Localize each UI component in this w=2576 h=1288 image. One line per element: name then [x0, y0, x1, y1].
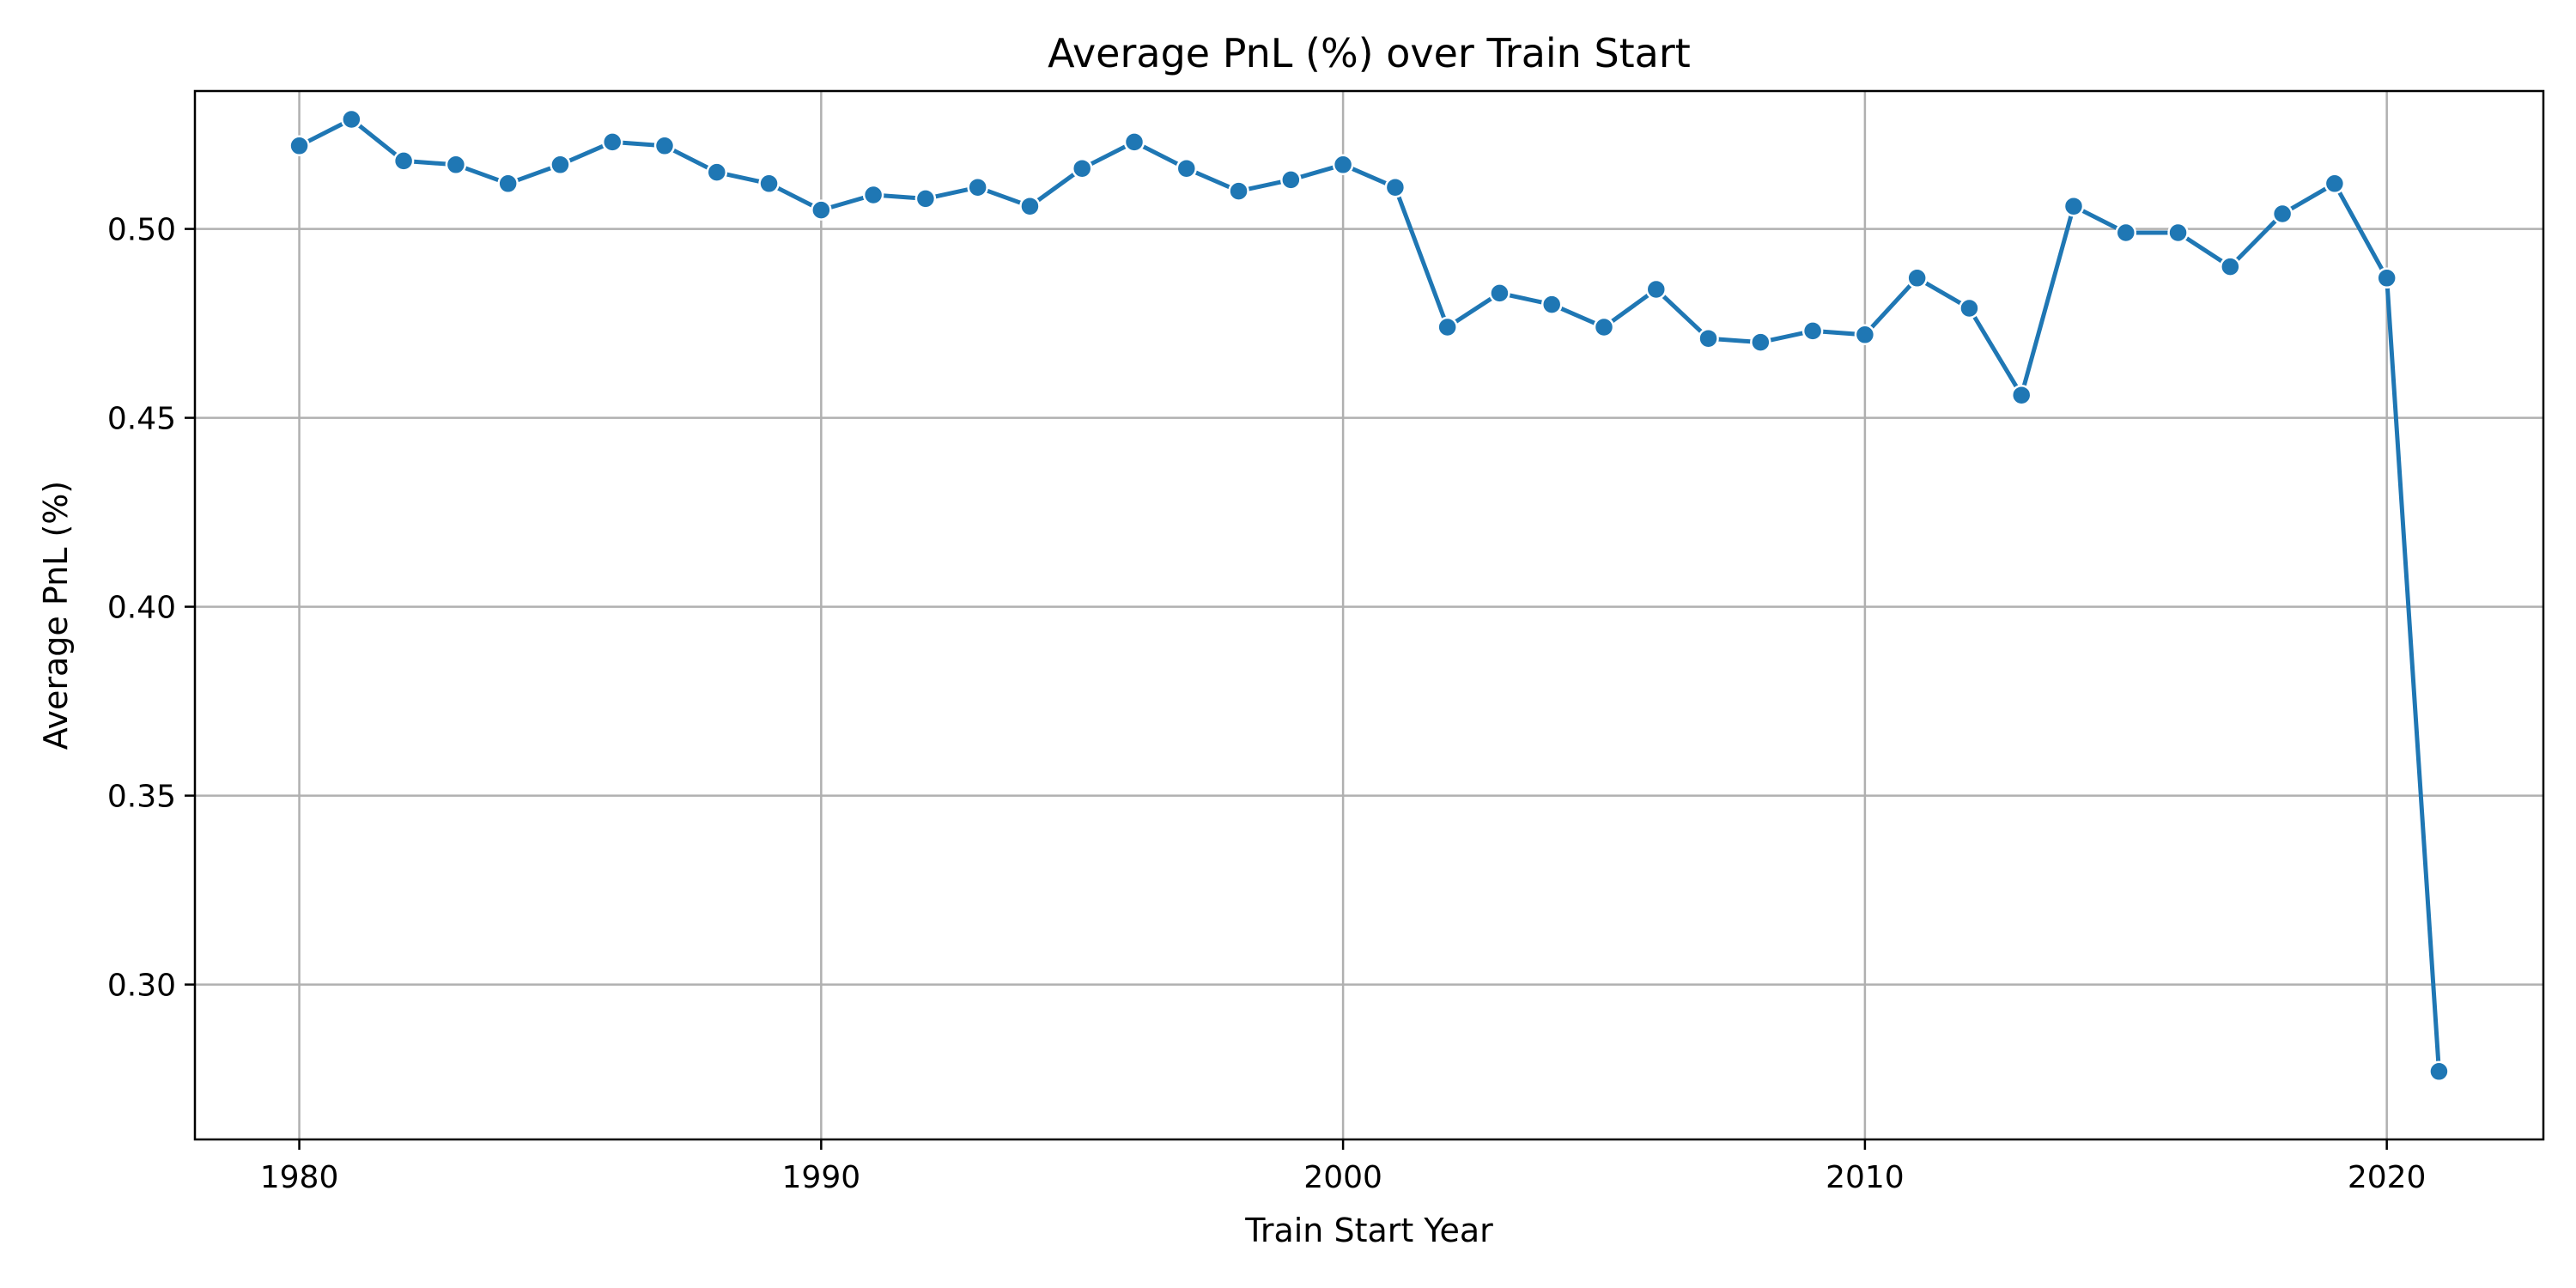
x-tick-label: 1980	[260, 1160, 339, 1195]
x-tick-label: 2010	[1826, 1160, 1905, 1195]
data-point	[811, 199, 832, 221]
x-axis-title: Train Start Year	[1244, 1212, 1493, 1249]
data-point	[1176, 157, 1198, 179]
data-point	[914, 188, 937, 210]
data-point	[1801, 320, 1824, 342]
chart-title: Average PnL (%) over Train Start	[1048, 30, 1691, 76]
data-point	[289, 135, 310, 157]
data-point	[2428, 1060, 2450, 1083]
x-tick-label: 1990	[782, 1160, 861, 1195]
data-point	[1123, 131, 1145, 153]
data-point	[1540, 294, 1563, 315]
data-point	[653, 135, 676, 157]
data-point	[392, 150, 415, 172]
data-point	[2271, 203, 2293, 225]
data-point	[1071, 157, 1093, 179]
y-axis-title: Average PnL (%)	[37, 481, 75, 750]
tick-layer: 1980 1990 2000 2010 2020 0.30 0.35 0.40 0.45 0.50	[107, 213, 2427, 1195]
y-tick-label: 0.30	[107, 969, 176, 1004]
data-point	[1228, 180, 1249, 202]
data-point	[1645, 278, 1668, 301]
y-tick-label: 0.45	[107, 402, 176, 437]
data-point	[1384, 176, 1406, 198]
y-tick-label: 0.35	[107, 780, 176, 815]
data-point	[550, 154, 571, 176]
data-point	[2063, 195, 2085, 217]
data-point	[862, 184, 884, 206]
data-point	[2324, 173, 2346, 195]
data-point	[758, 173, 780, 195]
data-point	[2376, 267, 2397, 289]
data-point	[1019, 195, 1041, 217]
data-point	[1698, 327, 1719, 349]
data-point	[1959, 297, 1980, 319]
data-point	[2010, 384, 2032, 406]
data-point	[1750, 331, 1771, 353]
data-point	[967, 176, 988, 198]
data-point	[1489, 283, 1510, 304]
data-point	[1854, 324, 1876, 346]
grid-layer	[195, 91, 2543, 1139]
data-point	[1280, 169, 1302, 191]
data-point	[2167, 222, 2189, 244]
x-tick-label: 2000	[1303, 1160, 1382, 1195]
y-tick-label: 0.40	[107, 591, 176, 626]
data-point	[1332, 154, 1354, 176]
data-point	[1437, 316, 1458, 338]
series-layer	[289, 108, 2450, 1083]
plot-frame	[193, 89, 2545, 1141]
y-tick-label: 0.50	[107, 213, 176, 248]
data-point	[1906, 267, 1928, 289]
data-point	[2220, 256, 2241, 277]
data-point	[706, 161, 728, 183]
data-point	[497, 173, 519, 195]
data-point	[445, 154, 467, 176]
data-point	[1593, 316, 1615, 338]
data-point	[601, 131, 623, 153]
data-point	[2115, 222, 2137, 244]
x-tick-label: 2020	[2348, 1160, 2427, 1195]
data-point	[341, 108, 362, 131]
